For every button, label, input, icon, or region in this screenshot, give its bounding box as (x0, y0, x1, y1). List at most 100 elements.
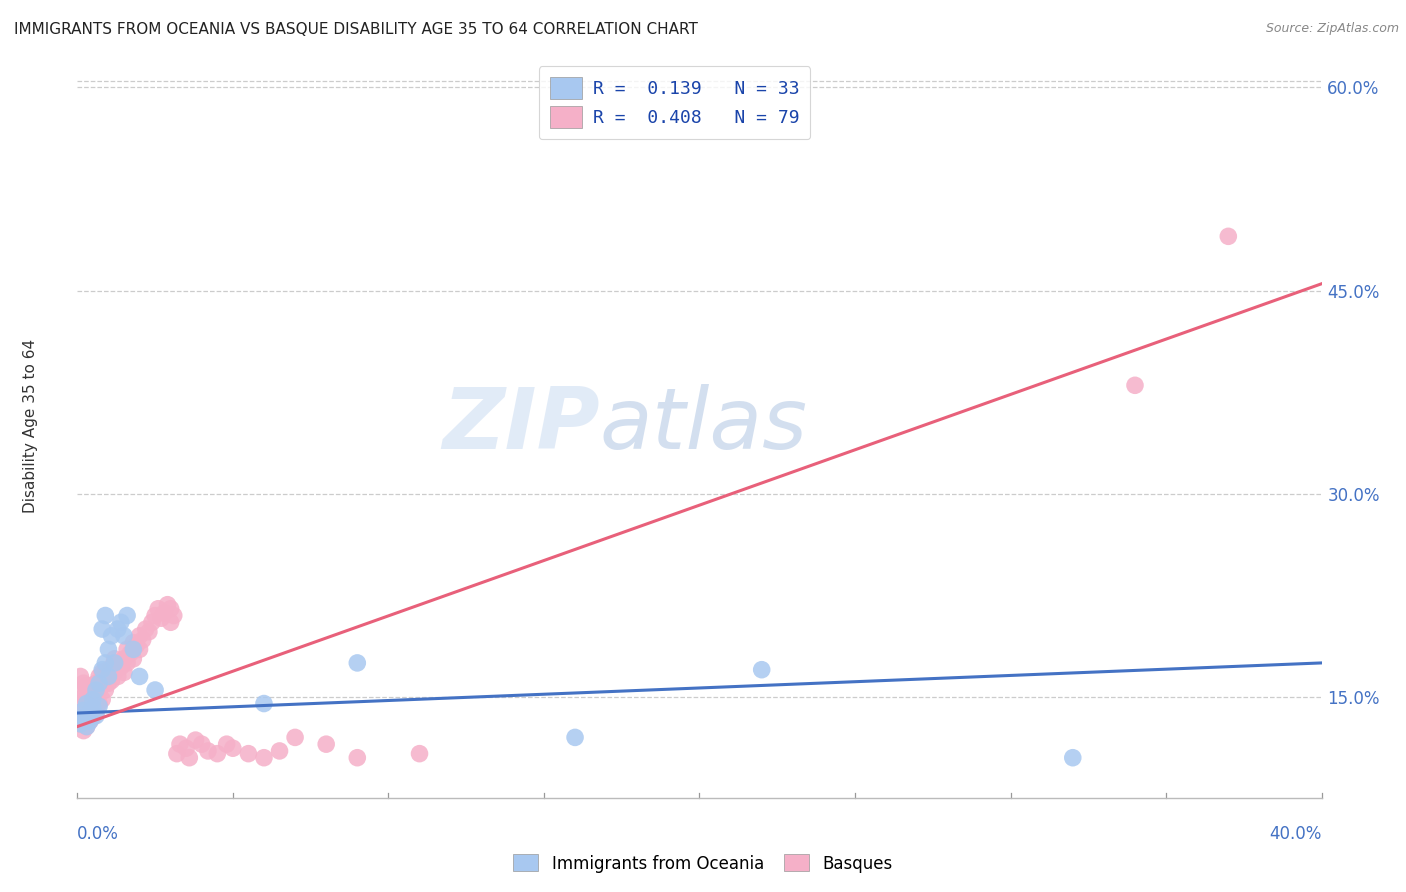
Point (153, 606, 176, 620)
Point (82, 692, 104, 706)
Point (110, 615, 132, 630)
Point (107, 656, 129, 670)
Point (112, 665, 135, 680)
Point (82, 710, 104, 724)
Point (69, 717, 91, 731)
Point (148, 601, 170, 615)
Point (125, 638, 148, 652)
Legend: R =  0.139   N = 33, R =  0.408   N = 79: R = 0.139 N = 33, R = 0.408 N = 79 (538, 66, 810, 139)
Point (72, 703, 94, 717)
Point (169, 737, 191, 751)
Point (100, 629, 122, 643)
Point (104, 652, 127, 666)
Point (207, 747, 229, 761)
Point (72, 690, 94, 704)
Text: 0.0%: 0.0% (77, 825, 120, 843)
Text: ZIP: ZIP (443, 384, 600, 467)
Point (69, 669, 91, 683)
Point (72, 723, 94, 738)
Point (94, 608, 117, 623)
Text: 40.0%: 40.0% (1270, 825, 1322, 843)
Point (408, 747, 430, 761)
Point (564, 731, 586, 745)
Point (107, 622, 129, 636)
Point (97, 676, 120, 690)
Point (159, 615, 181, 630)
Point (84, 692, 107, 706)
Point (104, 665, 127, 680)
Point (122, 642, 145, 657)
Point (79, 700, 101, 714)
Point (346, 750, 368, 764)
Point (91, 663, 114, 677)
Point (84, 708, 107, 723)
Point (87, 699, 110, 714)
Point (87, 676, 110, 690)
Point (141, 615, 163, 630)
Point (135, 622, 157, 636)
Point (82, 700, 104, 714)
Point (1218, 229, 1240, 244)
Point (79, 683, 101, 698)
Legend: Immigrants from Oceania, Basques: Immigrants from Oceania, Basques (506, 847, 900, 880)
Point (94, 656, 117, 670)
Point (76, 720, 98, 734)
Point (110, 660, 132, 674)
Point (156, 598, 179, 612)
Point (76, 720, 98, 734)
Point (115, 608, 138, 623)
Point (128, 642, 150, 657)
Point (131, 632, 153, 647)
Point (76, 706, 98, 720)
Point (1062, 750, 1084, 764)
Point (143, 608, 166, 623)
Point (238, 747, 260, 761)
Point (128, 669, 150, 683)
Point (163, 608, 186, 623)
Point (112, 652, 135, 666)
Point (79, 706, 101, 720)
Point (222, 741, 245, 756)
Point (82, 697, 104, 711)
Point (346, 656, 368, 670)
Point (269, 744, 291, 758)
Point (79, 714, 101, 728)
Point (104, 656, 127, 670)
Point (79, 714, 101, 728)
Point (112, 629, 135, 643)
Point (122, 652, 145, 666)
Point (72, 710, 94, 724)
Point (315, 737, 337, 751)
Point (115, 656, 138, 670)
Point (84, 706, 107, 720)
Point (166, 747, 188, 761)
Point (1123, 378, 1146, 392)
Point (97, 642, 120, 657)
Point (76, 697, 98, 711)
Point (76, 679, 98, 693)
Point (128, 629, 150, 643)
Point (143, 683, 166, 698)
Point (69, 717, 91, 731)
Point (107, 669, 129, 683)
Point (120, 647, 142, 661)
Point (94, 669, 117, 683)
Point (72, 703, 94, 717)
Text: IMMIGRANTS FROM OCEANIA VS BASQUE DISABILITY AGE 35 TO 64 CORRELATION CHART: IMMIGRANTS FROM OCEANIA VS BASQUE DISABI… (14, 22, 697, 37)
Point (87, 669, 110, 683)
Point (159, 601, 181, 615)
Point (179, 750, 201, 764)
Point (184, 733, 207, 747)
Point (91, 622, 114, 636)
Point (87, 683, 110, 698)
Point (84, 676, 107, 690)
Point (215, 737, 238, 751)
Point (91, 665, 114, 680)
Point (115, 642, 138, 657)
Point (100, 660, 122, 674)
Point (284, 731, 307, 745)
Point (91, 692, 114, 706)
Point (84, 683, 107, 698)
Point (100, 673, 122, 688)
Text: Source: ZipAtlas.com: Source: ZipAtlas.com (1265, 22, 1399, 36)
